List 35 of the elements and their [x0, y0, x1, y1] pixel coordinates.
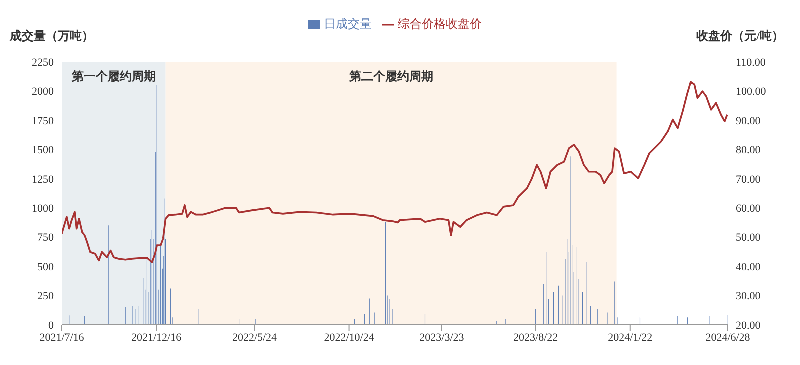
x-tick-label: 2022/10/24: [324, 332, 375, 344]
y-axis-title: 成交量（万吨）: [10, 28, 94, 45]
y-tick-label: 0: [48, 320, 54, 332]
y-tick-label: 750: [38, 232, 54, 244]
y2-tick-label: 30.00: [736, 290, 762, 303]
band-label: 第一个履约周期: [70, 70, 156, 84]
band-label: 第二个履约周期: [348, 70, 434, 84]
line-series: [62, 81, 728, 264]
y-tick-label: 250: [38, 290, 54, 303]
y-tick-label: 1000: [32, 203, 54, 216]
y2-tick-label: 80.00: [736, 144, 762, 157]
y-tick-label: 2000: [32, 86, 54, 98]
x-tick-label: 2024/6/28: [706, 332, 751, 344]
y2-tick-label: 70.00: [736, 174, 762, 186]
y-tick-label: 1500: [32, 144, 54, 157]
y2-tick-label: 50.00: [736, 232, 762, 244]
y-tick-label: 1250: [32, 174, 54, 186]
y-tick-label: 2250: [32, 56, 54, 69]
y2-tick-label: 60.00: [736, 203, 762, 216]
legend-label: 综合价格收盘价: [398, 17, 482, 31]
y2-tick-label: 40.00: [736, 261, 762, 274]
x-tick-label: 2022/5/24: [232, 332, 278, 344]
y2-tick-label: 100.00: [736, 86, 767, 98]
y2-tick-label: 90.00: [736, 115, 762, 128]
x-tick-label: 2023/8/22: [514, 332, 558, 344]
y-tick-label: 1750: [32, 115, 54, 128]
x-tick-label: 2023/3/23: [420, 332, 465, 344]
x-tick-label: 2021/12/16: [131, 332, 182, 344]
y2-axis-title: 收盘价（元/吨）: [696, 28, 784, 45]
x-tick-label: 2021/7/16: [40, 332, 85, 344]
x-tick-label: 2024/1/22: [608, 332, 653, 344]
y2-tick-label: 110.00: [736, 56, 766, 69]
legend-label: 日成交量: [324, 17, 372, 31]
y2-tick-label: 20.00: [736, 320, 762, 332]
y-tick-label: 500: [38, 261, 54, 274]
